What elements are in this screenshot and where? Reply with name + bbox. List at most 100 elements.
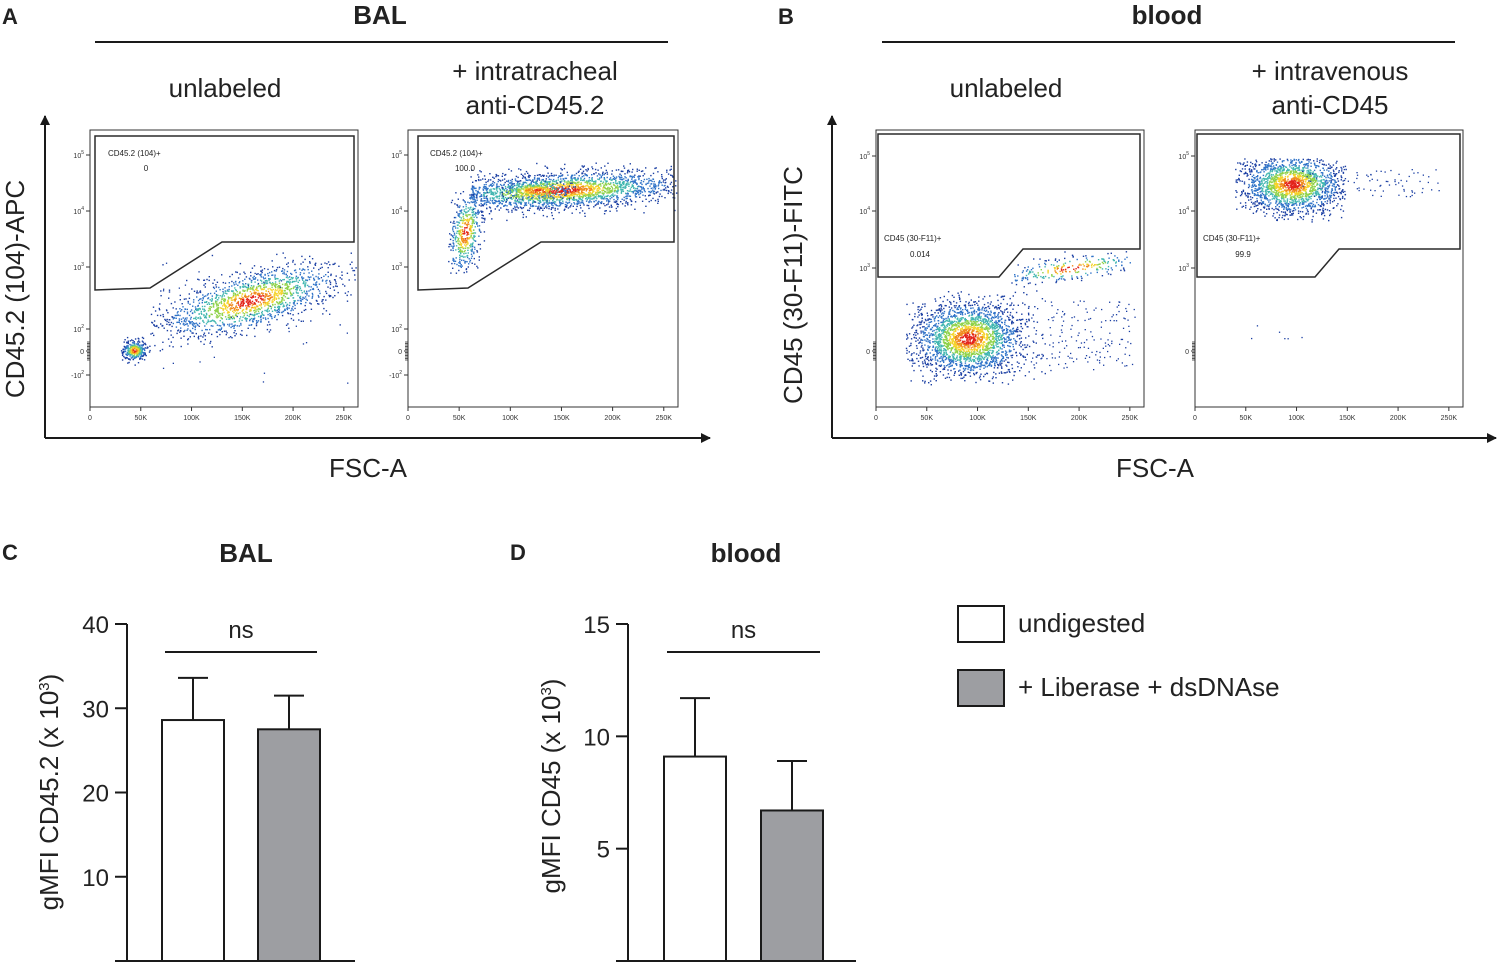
scatter-point xyxy=(271,310,274,312)
scatter-point xyxy=(126,336,129,339)
scatter-point xyxy=(587,195,590,197)
scatter-point xyxy=(278,302,280,304)
scatter-point xyxy=(256,289,258,291)
scatter-point xyxy=(460,239,463,241)
scatter-point xyxy=(464,227,466,229)
scatter-point xyxy=(241,330,243,332)
scatter-point xyxy=(515,203,518,205)
scatter-point xyxy=(506,219,508,222)
scatter-point xyxy=(468,233,470,236)
scatter-point xyxy=(590,183,592,185)
scatter-point xyxy=(128,348,130,350)
scatter-point xyxy=(274,309,276,311)
scatter-point xyxy=(267,288,269,290)
scatter-point xyxy=(639,182,642,184)
scatter-point xyxy=(539,189,542,191)
scatter-point xyxy=(518,201,520,203)
scatter-point xyxy=(290,272,292,275)
scatter-point xyxy=(605,195,607,198)
scatter-point xyxy=(631,180,633,183)
scatter-point xyxy=(538,178,540,180)
scatter-point xyxy=(251,296,254,298)
scatter-point xyxy=(468,202,471,204)
scatter-point xyxy=(213,292,216,294)
scatter-point xyxy=(592,183,595,186)
scatter-point xyxy=(160,295,162,297)
scatter-point xyxy=(517,196,519,198)
scatter-point xyxy=(542,188,545,190)
scatter-point xyxy=(670,189,673,191)
scatter-point xyxy=(545,186,547,188)
scatter-point xyxy=(597,190,600,192)
scatter-point xyxy=(525,191,527,193)
scatter-point xyxy=(459,256,461,259)
scatter-point xyxy=(521,198,523,201)
scatter-point xyxy=(617,169,620,171)
scatter-point xyxy=(556,192,558,194)
scatter-point xyxy=(578,181,580,183)
scatter-point xyxy=(270,316,273,318)
scatter-point xyxy=(170,330,172,332)
scatter-point xyxy=(253,327,256,330)
scatter-point xyxy=(468,238,470,240)
scatter-point xyxy=(274,309,276,312)
scatter-point xyxy=(239,305,242,307)
scatter-point xyxy=(454,216,457,219)
scatter-point xyxy=(465,252,467,254)
scatter-point xyxy=(484,219,486,221)
scatter-point xyxy=(473,196,475,198)
scatter-point xyxy=(468,263,470,265)
scatter-point xyxy=(207,293,209,295)
scatter-point xyxy=(528,196,530,198)
scatter-point xyxy=(462,216,464,218)
scatter-point xyxy=(466,227,468,229)
scatter-point xyxy=(558,205,560,207)
scatter-point xyxy=(554,207,556,210)
scatter-point xyxy=(259,293,261,295)
scatter-point xyxy=(192,312,194,314)
scatter-point xyxy=(496,174,498,177)
scatter-point xyxy=(483,186,485,188)
scatter-point xyxy=(302,343,305,345)
scatter-point xyxy=(221,317,223,320)
scatter-point xyxy=(272,266,274,268)
scatter-point xyxy=(511,189,513,192)
scatter-point xyxy=(461,212,463,214)
scatter-point xyxy=(192,301,195,303)
scatter-point xyxy=(672,196,674,199)
scatter-point xyxy=(236,301,239,304)
scatter-point xyxy=(199,291,202,294)
scatter-point xyxy=(234,330,236,332)
scatter-point xyxy=(239,286,241,288)
scatter-point xyxy=(473,236,475,238)
scatter-point xyxy=(578,194,581,197)
scatter-point xyxy=(912,362,914,365)
scatter-point xyxy=(565,191,568,193)
scatter-point xyxy=(137,348,140,350)
scatter-point xyxy=(263,284,265,286)
scatter-point xyxy=(491,182,494,185)
scatter-point xyxy=(537,185,539,187)
scatter-point xyxy=(567,183,570,185)
scatter-point xyxy=(290,309,292,312)
scatter-point xyxy=(546,185,548,188)
scatter-point xyxy=(601,201,603,203)
scatter-point xyxy=(462,230,464,233)
scatter-point xyxy=(212,282,214,284)
scatter-point xyxy=(508,192,511,195)
scatter-point xyxy=(235,289,238,292)
scatter-point xyxy=(466,261,468,263)
scatter-point xyxy=(625,184,627,186)
scatter-point xyxy=(253,292,255,294)
scatter-point xyxy=(516,206,518,208)
scatter-point xyxy=(577,182,579,184)
scatter-point xyxy=(226,332,228,334)
scatter-point xyxy=(581,175,583,178)
scatter-point xyxy=(216,314,218,316)
scatter-point xyxy=(293,286,295,288)
scatter-point xyxy=(270,307,272,310)
scatter-point xyxy=(648,177,650,180)
scatter-point xyxy=(627,179,629,182)
scatter-point xyxy=(321,266,323,269)
scatter-point xyxy=(595,162,597,164)
